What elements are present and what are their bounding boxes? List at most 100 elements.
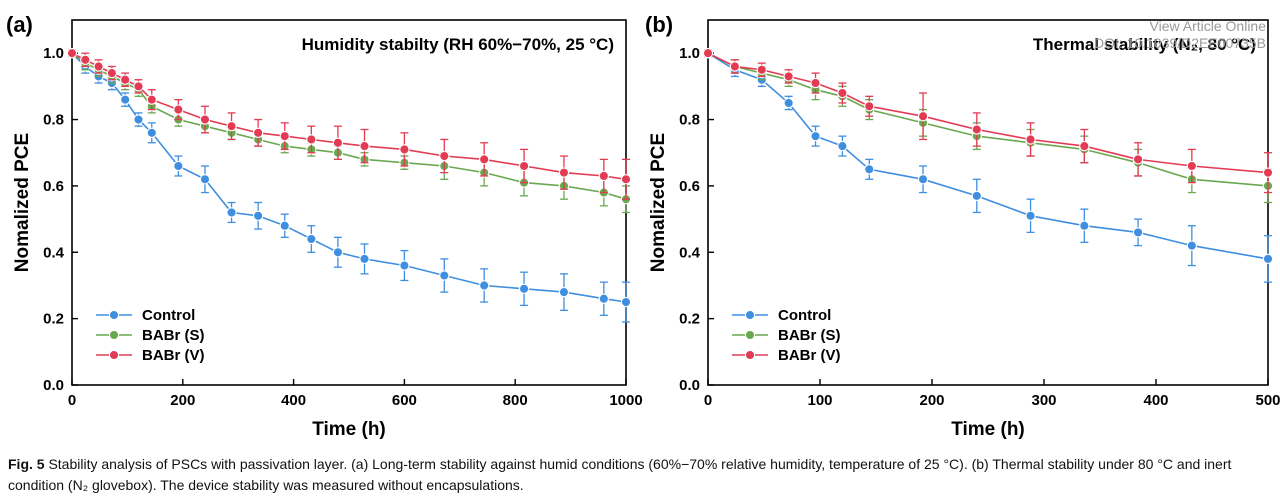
data-point (199, 174, 211, 185)
data-point (971, 190, 982, 202)
x-tick-label: 400 (281, 392, 306, 409)
y-tick-label: 0.0 (43, 377, 64, 394)
series-babr-v (66, 48, 632, 200)
data-point (837, 140, 848, 152)
x-tick-label: 400 (1143, 392, 1168, 409)
y-tick-label: 0.0 (679, 377, 700, 394)
data-point (252, 127, 264, 138)
data-point (120, 94, 131, 105)
data-point (1186, 160, 1197, 172)
x-tick-label: 200 (919, 392, 944, 409)
chart-panel-b: 0 100 200 300 400 500 0.0 0.2 0.4 0.6 0.8 1.0 Time (… (645, 12, 1280, 440)
data-point (306, 134, 317, 145)
series-control (66, 48, 632, 323)
data-point (1132, 154, 1144, 165)
data-point (306, 233, 317, 245)
series-babr-v (702, 48, 1274, 194)
y-tick-label: 0.4 (679, 244, 701, 261)
data-point (359, 140, 370, 152)
series-line (71, 52, 627, 200)
data-point (93, 61, 104, 72)
y-tick-label: 0.2 (679, 311, 700, 328)
data-point (1262, 253, 1274, 265)
doi-text: DOI: 10.1039/D2EE00735B (1093, 35, 1266, 51)
chart-title: Thermal stability (N₂, 80 °C) (1033, 35, 1256, 54)
series-line (707, 52, 1269, 260)
data-point (917, 174, 929, 185)
data-point (558, 286, 570, 298)
x-tick-label: 100 (807, 392, 832, 409)
legend-marker (744, 329, 756, 341)
data-point (66, 48, 78, 59)
data-point (80, 54, 91, 65)
data-point (1079, 140, 1090, 152)
legend-label: BABr (V) (778, 347, 841, 364)
data-point (783, 97, 794, 109)
panel-label: (b) (645, 12, 673, 37)
data-point (226, 207, 237, 218)
legend-marker (744, 349, 756, 361)
x-tick-label: 0 (704, 392, 712, 409)
legend-marker (108, 309, 120, 321)
y-axis-label: Nomalized PCE (648, 133, 669, 272)
series-line (707, 52, 1269, 174)
legend-marker (744, 309, 756, 321)
data-point (479, 154, 490, 165)
data-point (1186, 240, 1197, 251)
legend-label: Control (142, 307, 195, 324)
data-point (598, 293, 609, 304)
x-axis-label: Time (h) (951, 419, 1025, 440)
data-point (106, 67, 118, 79)
data-point (864, 101, 875, 112)
legend: Control BABr (S) BABr (V) (732, 307, 841, 364)
data-point (558, 167, 570, 178)
legend-marker (108, 329, 120, 341)
data-point (1262, 167, 1274, 178)
x-tick-label: 300 (1031, 392, 1056, 409)
data-point (702, 48, 714, 59)
data-point (864, 164, 875, 175)
x-tick-label: 1000 (609, 392, 642, 409)
y-tick-label: 0.6 (43, 178, 64, 195)
chart-title: Humidity stabilty (RH 60%−70%, 25 °C) (302, 35, 614, 54)
data-point (1132, 227, 1144, 238)
data-point (917, 111, 929, 122)
y-tick-label: 0.8 (43, 112, 64, 129)
x-tick-label: 800 (503, 392, 528, 409)
figure-caption: Fig. 5 Stability analysis of PSCs with p… (8, 454, 1270, 496)
y-tick-label: 1.0 (679, 45, 700, 62)
data-point (133, 114, 144, 125)
watermark[interactable]: View Article Online DOI: 10.1039/D2EE007… (1094, 18, 1266, 52)
x-axis-label: Time (h) (312, 419, 386, 440)
data-point (439, 270, 450, 281)
y-tick-label: 0.6 (679, 178, 700, 195)
chart-panel-a: 0 200 400 600 800 1000 0.0 0.2 0.4 0.6 0.8 1.0 Time … (6, 12, 643, 440)
y-tick-label: 1.0 (43, 45, 64, 62)
legend-label: BABr (S) (778, 327, 841, 344)
data-point (620, 174, 632, 185)
legend-label: BABr (V) (142, 347, 205, 364)
data-point (439, 150, 450, 162)
data-point (810, 77, 821, 89)
legend-label: Control (778, 307, 831, 324)
caption-label: Fig. 5 (8, 456, 45, 472)
x-tick-label: 200 (170, 392, 195, 409)
data-point (332, 247, 344, 258)
data-point (133, 81, 144, 92)
series-line (71, 52, 627, 181)
data-point (756, 64, 767, 75)
data-point (146, 94, 157, 105)
y-tick-label: 0.4 (43, 244, 65, 261)
data-point (479, 280, 490, 291)
data-point (399, 260, 410, 271)
data-point (810, 130, 821, 142)
view-article-link[interactable]: View Article Online (1149, 18, 1266, 34)
data-point (226, 121, 237, 132)
data-point (199, 114, 211, 125)
data-point (620, 296, 632, 308)
data-point (598, 170, 609, 182)
x-tick-label: 0 (68, 392, 76, 409)
data-point (971, 124, 982, 135)
data-point (252, 210, 264, 221)
series-line (71, 52, 627, 303)
